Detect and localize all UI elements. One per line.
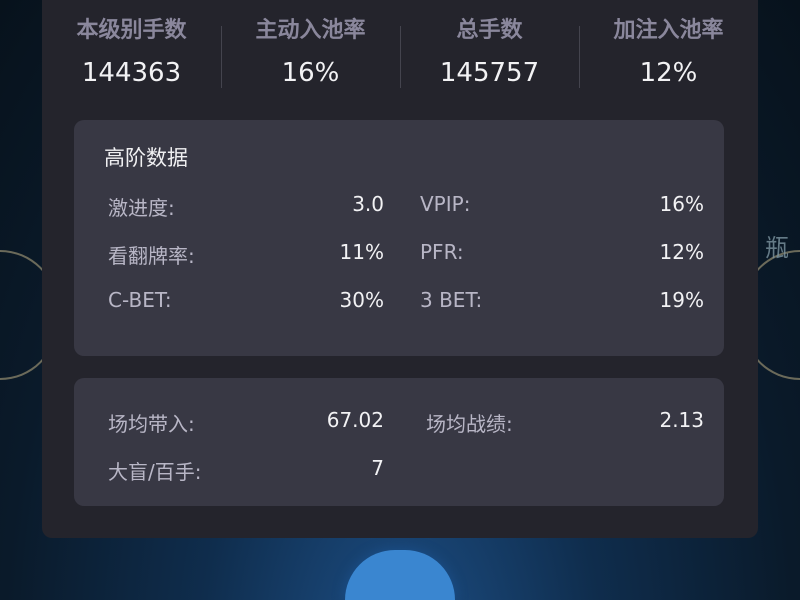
stat-row: VPIP: 16% <box>420 192 704 222</box>
stat-vpip: 主动入池率 16% <box>221 0 400 100</box>
player-stats-panel: 本级别手数 144363 主动入池率 16% 总手数 145757 加注入池率 … <box>42 0 758 538</box>
row-label: PFR: <box>420 240 464 264</box>
row-value: 16% <box>659 192 704 216</box>
row-value: 2.13 <box>659 408 704 432</box>
card-title: 高阶数据 <box>104 146 188 170</box>
stat-value: 144363 <box>81 58 182 88</box>
row-label: 场均战绩: <box>426 412 513 436</box>
stat-row: 3 BET: 19% <box>420 288 704 318</box>
stat-label: 本级别手数 <box>76 18 187 43</box>
stat-level-hands: 本级别手数 144363 <box>42 0 221 100</box>
row-value: 11% <box>339 240 384 264</box>
stat-pfr: 加注入池率 12% <box>579 0 758 100</box>
row-value: 7 <box>371 456 384 480</box>
row-label: C-BET: <box>108 288 172 312</box>
stat-row: 激进度: 3.0 <box>108 192 384 222</box>
stat-label: 加注入池率 <box>613 18 724 43</box>
stat-value: 145757 <box>439 58 540 88</box>
row-value: 19% <box>659 288 704 312</box>
stat-row: 看翻牌率: 11% <box>108 240 384 270</box>
row-label: 激进度: <box>108 196 175 220</box>
action-button[interactable] <box>345 550 455 600</box>
row-label: 大盲/百手: <box>108 460 202 484</box>
stat-row: C-BET: 30% <box>108 288 384 318</box>
row-label: 3 BET: <box>420 288 483 312</box>
row-label: 场均带入: <box>108 412 195 436</box>
stat-label: 总手数 <box>456 18 523 43</box>
stat-label: 主动入池率 <box>255 18 366 43</box>
stat-row: 场均带入: 67.02 <box>108 408 384 438</box>
session-data-card: 场均带入: 67.02 大盲/百手: 7 场均战绩: 2.13 <box>74 378 724 506</box>
stat-row: PFR: 12% <box>420 240 704 270</box>
summary-stats: 本级别手数 144363 主动入池率 16% 总手数 145757 加注入池率 … <box>42 0 758 100</box>
background-label: 瓶 <box>765 234 789 262</box>
stat-value: 12% <box>639 58 698 88</box>
row-value: 30% <box>339 288 384 312</box>
row-label: 看翻牌率: <box>108 244 195 268</box>
row-label: VPIP: <box>420 192 471 216</box>
advanced-data-card: 高阶数据 激进度: 3.0 看翻牌率: 11% C-BET: 30% VPIP:… <box>74 120 724 356</box>
row-value: 3.0 <box>352 192 384 216</box>
stat-row: 大盲/百手: 7 <box>108 456 384 486</box>
stat-value: 16% <box>281 58 340 88</box>
row-value: 67.02 <box>326 408 384 432</box>
row-value: 12% <box>659 240 704 264</box>
stat-row: 场均战绩: 2.13 <box>426 408 704 438</box>
stat-total-hands: 总手数 145757 <box>400 0 579 100</box>
